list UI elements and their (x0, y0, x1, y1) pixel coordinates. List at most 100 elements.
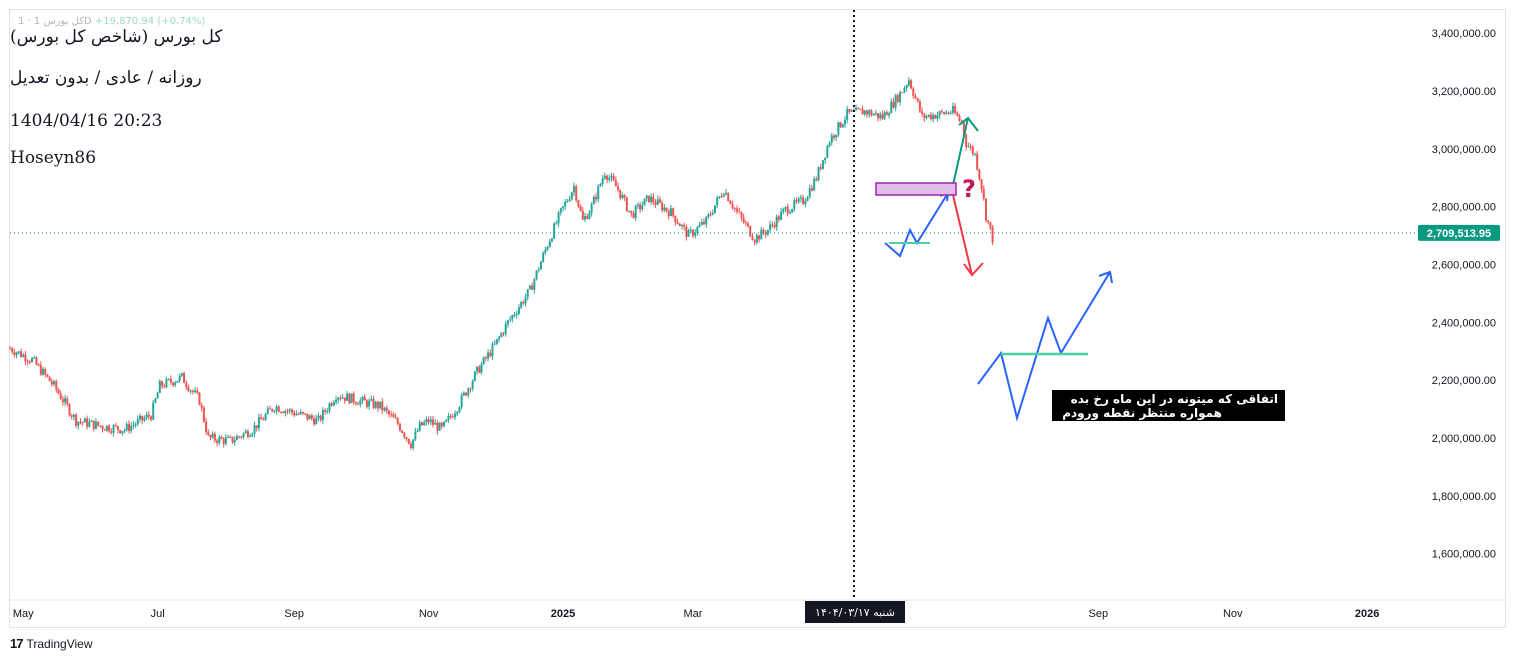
y-tick-label: 3,000,000.00 (1432, 144, 1496, 156)
candle-body (795, 200, 798, 202)
candle-body (114, 425, 117, 427)
drawing-red-arrow (952, 194, 973, 276)
candle-body (872, 114, 875, 116)
candle-body (903, 87, 906, 93)
candle-body (669, 208, 672, 217)
candle-body (183, 373, 186, 384)
candle-body (53, 381, 56, 385)
candle-body (828, 142, 831, 147)
annotation-line-1: اتفاقی که میتونه در این ماه رخ بده (1071, 392, 1278, 407)
candle-body (222, 438, 225, 444)
candle-body (44, 368, 47, 375)
candle-body (125, 423, 128, 430)
candle-body (57, 389, 60, 394)
candle-body (894, 95, 897, 108)
candle-body (392, 414, 395, 418)
candle-body (740, 212, 743, 218)
y-tick-label: 2,200,000.00 (1432, 375, 1496, 387)
candle-body (962, 122, 965, 136)
candle-body (866, 110, 869, 115)
candle-body (471, 380, 474, 389)
candle-body (980, 179, 983, 190)
candle-body (165, 379, 168, 388)
candle-body (896, 95, 899, 102)
candle-body (870, 110, 873, 116)
candle-body (163, 386, 166, 388)
candle-body (189, 390, 192, 392)
candle-body (843, 119, 846, 125)
candle-body (742, 217, 745, 223)
candle-body (440, 422, 443, 427)
candle-body (396, 418, 399, 424)
candle-body (824, 157, 827, 161)
candle-body (780, 211, 783, 220)
candle-body (436, 422, 439, 431)
y-tick-label: 1,600,000.00 (1432, 549, 1496, 561)
candle-body (180, 373, 183, 376)
candle-body (150, 416, 152, 420)
candle-body (284, 410, 287, 414)
candles (9, 77, 994, 451)
candle-body (462, 392, 465, 396)
candle-body (786, 207, 789, 214)
candle-body (658, 199, 661, 203)
candle-body (921, 111, 924, 114)
candle-body (238, 436, 241, 438)
drawing-green-arrow (952, 117, 969, 186)
candle-body (718, 196, 721, 198)
candle-body (482, 357, 485, 365)
candle-body (647, 195, 650, 203)
candle-body (614, 180, 617, 187)
candle-body (372, 399, 375, 408)
candle-body (88, 421, 91, 427)
y-tick-label: 3,400,000.00 (1432, 28, 1496, 40)
candle-body (257, 417, 260, 429)
candle-body (782, 208, 785, 212)
candle-body (315, 417, 318, 425)
candle-body (319, 415, 322, 421)
candle-body (874, 113, 877, 115)
candle-body (407, 438, 410, 444)
candle-body (694, 232, 697, 236)
candle-body (539, 261, 542, 270)
candle-body (357, 403, 360, 405)
candle-body (398, 423, 401, 431)
candle-body (403, 433, 406, 438)
candle-body (771, 224, 774, 226)
candle-body (929, 114, 932, 120)
candle-body (224, 437, 227, 444)
candle-body (561, 206, 564, 209)
y-tick-label: 1,800,000.00 (1432, 491, 1496, 503)
candle-body (832, 135, 835, 138)
candle-body (861, 109, 864, 115)
candle-body (28, 361, 31, 363)
candle-body (533, 279, 536, 290)
candle-body (859, 108, 862, 110)
candle-body (495, 338, 498, 344)
x-tick-label: 2026 (1355, 608, 1379, 620)
tradingview-footer[interactable]: 17 TradingView (10, 636, 93, 651)
candle-body (517, 307, 520, 314)
candle-body (506, 320, 509, 325)
candle-body (493, 343, 496, 345)
candle-body (515, 313, 518, 315)
candle-body (595, 196, 598, 200)
candle-body (731, 204, 734, 209)
candle-body (244, 431, 247, 434)
candle-body (83, 418, 86, 423)
candle-body (888, 113, 891, 116)
candle-body (881, 114, 884, 119)
candle-body (458, 407, 461, 412)
candle-body (511, 315, 514, 320)
candle-body (9, 348, 11, 350)
candle-body (112, 425, 115, 433)
candle-body (680, 225, 683, 227)
candle-body (879, 114, 882, 119)
candle-body (196, 390, 199, 393)
candle-body (727, 192, 730, 202)
candle-body (425, 419, 428, 423)
candle-body (531, 285, 534, 290)
candle-body (119, 429, 122, 434)
candle-body (634, 206, 637, 218)
